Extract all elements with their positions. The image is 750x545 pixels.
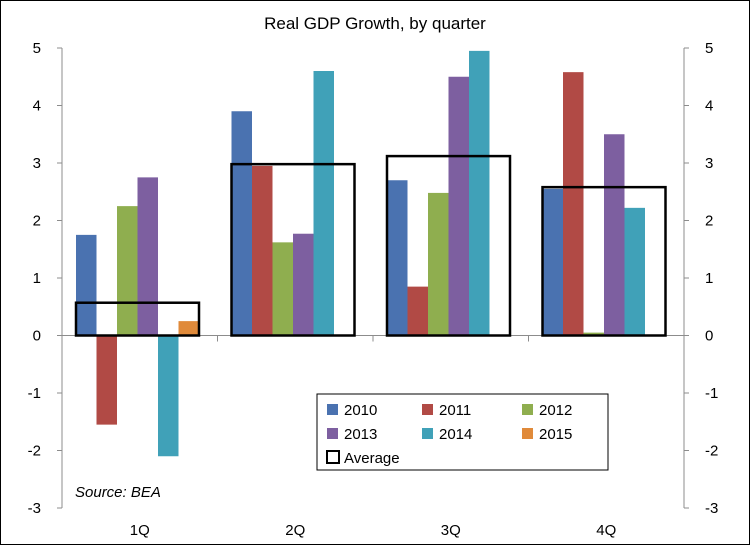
legend-label-2013: 2013 <box>344 426 377 443</box>
average-box-4Q <box>541 185 667 337</box>
average-box-2Q <box>230 162 356 337</box>
y-tick-label-right: 0 <box>705 328 713 345</box>
x-tick-label: 3Q <box>441 522 461 539</box>
bar-2010-3Q <box>387 180 408 336</box>
y-tick-label-right: 2 <box>705 213 713 230</box>
average-box-3Q <box>385 154 512 337</box>
legend-swatch-2012 <box>522 404 533 415</box>
y-tick-label-right: 5 <box>705 40 713 57</box>
legend-swatch-2015 <box>522 428 533 439</box>
legend-swatch-2013 <box>327 428 338 439</box>
chart-title: Real GDP Growth, by quarter <box>264 14 486 33</box>
bar-2010-1Q <box>76 234 97 336</box>
legend-label-2011: 2011 <box>439 402 471 419</box>
bar-2014-2Q <box>313 71 334 336</box>
source-annotation: Source: BEA <box>75 484 161 501</box>
bar-2013-1Q <box>137 177 158 336</box>
y-tick-label-left: -1 <box>28 385 41 402</box>
y-tick-label-right: -3 <box>705 500 718 517</box>
y-tick-label-left: 5 <box>33 40 41 57</box>
bar-2014-1Q <box>158 335 179 457</box>
bar-2010-4Q <box>542 188 563 336</box>
bar-2015-1Q <box>178 321 199 336</box>
bar-2011-2Q <box>252 165 273 336</box>
bar-2012-2Q <box>272 242 293 336</box>
bar-2012-3Q <box>428 192 449 336</box>
legend-label-2015: 2015 <box>539 426 572 443</box>
bar-2012-4Q <box>583 332 604 336</box>
bar-2012-1Q <box>117 206 138 336</box>
x-tick-label: 1Q <box>130 522 150 539</box>
legend-label-2014: 2014 <box>439 426 472 443</box>
legend-swatch-average <box>326 450 340 464</box>
y-tick-label-left: 3 <box>33 155 41 172</box>
bar-2014-4Q <box>624 207 645 336</box>
y-tick-label-right: -1 <box>705 385 718 402</box>
legend-swatch-2010 <box>327 404 338 415</box>
bar-2013-2Q <box>293 233 314 336</box>
x-tick-label: 2Q <box>285 522 305 539</box>
y-tick-label-right: 1 <box>705 270 713 287</box>
bar-2011-3Q <box>407 286 428 336</box>
bar-2011-4Q <box>563 72 584 336</box>
y-tick-label-left: 0 <box>33 328 41 345</box>
bar-2014-3Q <box>469 50 490 336</box>
bar-2010-2Q <box>231 111 252 336</box>
y-tick-label-left: -2 <box>28 443 41 460</box>
y-tick-label-left: 1 <box>33 270 41 287</box>
legend-label-average: Average <box>344 450 400 467</box>
y-tick-label-left: -3 <box>28 500 41 517</box>
bar-2013-3Q <box>448 76 469 336</box>
bar-2011-1Q <box>96 335 117 425</box>
average-box-1Q <box>74 301 201 337</box>
y-tick-label-right: 4 <box>705 98 713 115</box>
x-tick-label: 4Q <box>596 522 616 539</box>
y-tick-label-left: 4 <box>33 98 41 115</box>
legend-label-2010: 2010 <box>344 402 377 419</box>
legend-swatch-2011 <box>422 404 433 415</box>
y-tick-label-right: -2 <box>705 443 718 460</box>
y-tick-label-right: 3 <box>705 155 713 172</box>
legend-label-2012: 2012 <box>539 402 572 419</box>
y-tick-label-left: 2 <box>33 213 41 230</box>
legend-swatch-2014 <box>422 428 433 439</box>
legend-box <box>316 393 609 471</box>
bar-2013-4Q <box>604 134 625 336</box>
